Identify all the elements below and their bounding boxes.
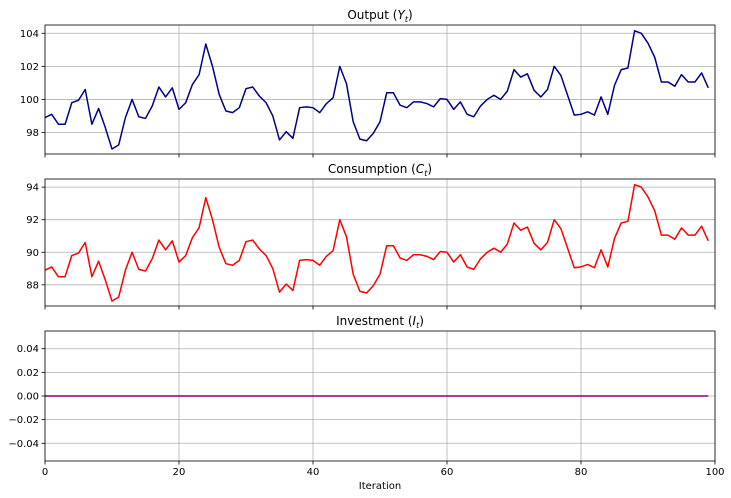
x-tick-label: 40 (307, 467, 320, 478)
consumption-subplot: Consumption (Ct) 88 90 92 94 (26, 162, 716, 310)
output-y-tick-label: 100 (20, 95, 39, 106)
consumption-y-tick-label: 88 (26, 280, 39, 291)
consumption-y-tick-label: 90 (26, 248, 39, 259)
x-tick-label: 80 (575, 467, 588, 478)
x-tick-label: 20 (173, 467, 186, 478)
investment-plot-frame (44, 330, 716, 462)
investment-y-tick-label: 0.04 (17, 344, 39, 355)
investment-title: Investment (It) (336, 314, 424, 330)
output-y-tick-label: 102 (20, 62, 39, 73)
output-y-tick-label: 104 (20, 29, 39, 40)
output-series-line (44, 30, 709, 150)
consumption-plot-frame (44, 178, 716, 307)
x-axis-label: Iteration (359, 481, 401, 492)
output-title: Output (Yt) (347, 8, 412, 24)
x-tick-label: 100 (705, 467, 724, 478)
x-tick-label: 60 (441, 467, 454, 478)
investment-y-tick-label: −0.02 (8, 415, 39, 426)
investment-subplot: Investment (It) Iteration 0 20 40 60 80 100 −0… (8, 314, 724, 492)
output-plot-frame (44, 24, 716, 155)
output-subplot: Output (Yt) 98 100 102 104 (20, 8, 716, 158)
output-y-tick-label: 98 (26, 128, 39, 139)
x-tick-label: 0 (42, 467, 48, 478)
consumption-series-line (44, 183, 709, 302)
investment-y-tick-label: 0.00 (17, 392, 39, 403)
consumption-y-tick-label: 94 (26, 183, 39, 194)
consumption-title: Consumption (Ct) (328, 162, 432, 178)
investment-y-tick-label: 0.02 (17, 368, 39, 379)
consumption-y-tick-label: 92 (26, 215, 39, 226)
investment-y-tick-label: −0.04 (8, 439, 39, 450)
